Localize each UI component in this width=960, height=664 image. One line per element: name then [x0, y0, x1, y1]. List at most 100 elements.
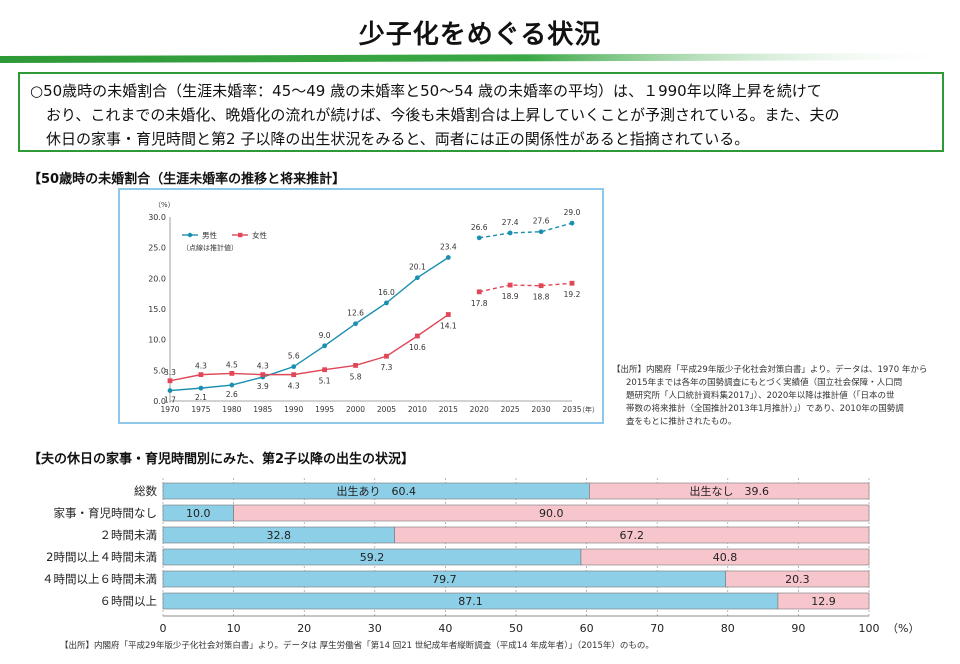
y-tick-label: 20.0 — [148, 274, 166, 283]
data-point — [291, 364, 297, 370]
data-point — [322, 343, 328, 349]
bar-birth-no — [589, 482, 870, 500]
summary-line-1: ○50歳時の未婚割合（生涯未婚率：45～49 歳の未婚率と50～54 歳の未婚率… — [30, 82, 822, 100]
x-tick-label: 0 — [160, 622, 167, 635]
y-tick-label: 5.0 — [153, 366, 166, 375]
x-tick-label: 1975 — [191, 405, 210, 414]
unmarried-rate-chart: 0.0 5.0 10.0 15.0 20.0 25.0 30.0 （%） 1970 1975 198… — [118, 188, 604, 424]
x-tick-label: 1980 — [222, 405, 241, 414]
data-label: 4.5 — [226, 360, 238, 369]
data-point — [353, 321, 358, 327]
x-tick-label: 30 — [368, 622, 382, 635]
data-label: 4.3 — [195, 362, 207, 371]
x-tick-label: 10 — [227, 622, 241, 635]
bar-birth-no — [777, 592, 870, 610]
data-point — [476, 289, 482, 295]
data-label: 14.1 — [440, 322, 457, 331]
x-tick-label: 2010 — [408, 405, 427, 414]
bar-value-label: 79.7 — [432, 573, 457, 586]
data-point — [569, 280, 575, 286]
x-tick-label: 70 — [650, 622, 664, 635]
y-tick-label: 0.0 — [153, 397, 166, 406]
data-point — [414, 333, 420, 339]
bar-birth-no — [233, 504, 870, 522]
data-label: 18.9 — [502, 292, 519, 301]
x-tick-label: 1995 — [315, 405, 334, 414]
summary-line-3: 休日の家事・育児時間と第2 子以降の出生状況をみると、両者には正の関係性があると… — [46, 130, 750, 148]
data-label: 3.9 — [257, 382, 269, 391]
bar-birth-no — [394, 526, 870, 544]
data-label: 5.6 — [288, 352, 300, 361]
data-label: 4.3 — [257, 362, 269, 371]
bar-birth-no — [580, 548, 870, 566]
x-tick-label: 50 — [509, 622, 523, 635]
chart2-source: 【出所】内閣府「平成29年版少子化社会対策白書」より。データは 厚生労働省「第1… — [60, 641, 654, 651]
y-tick-label: 30.0 — [148, 213, 166, 222]
x-tick-label: 2025 — [501, 405, 520, 414]
data-point — [167, 388, 173, 393]
data-point — [229, 382, 235, 388]
data-point — [198, 372, 204, 378]
title-band — [0, 50, 960, 66]
bar-value-label: 87.1 — [458, 595, 483, 608]
x-tick-label: 2000 — [346, 405, 365, 414]
data-point — [445, 255, 451, 260]
data-label: 27.4 — [502, 218, 519, 227]
chart2-heading: 【夫の休日の家事・育児時間別にみた、第2子以降の出生の状況】 — [28, 452, 415, 467]
data-label: 29.0 — [564, 208, 581, 217]
data-label: 20.1 — [409, 263, 426, 272]
chart1-source-line: 題研究所「人口統計資料集2017」）、2020年以降は推計値（「日本の世 — [626, 391, 895, 401]
x-tick-label: 1990 — [284, 405, 303, 414]
bar-value-label: 10.0 — [186, 507, 211, 520]
bar-value-label: 20.3 — [785, 573, 810, 586]
data-point — [507, 230, 513, 236]
category-label: ２時間未満 — [100, 528, 158, 542]
y-tick-label: 25.0 — [148, 244, 166, 253]
x-tick-label: 20 — [297, 622, 311, 635]
bar-value-label: 12.9 — [811, 595, 836, 608]
legend-note: （点線は推計値） — [182, 243, 238, 252]
bar-value-label: 90.0 — [539, 507, 564, 520]
data-label: 2.1 — [195, 393, 207, 402]
data-label: 19.2 — [564, 290, 581, 299]
x-tick-label: 2030 — [532, 405, 551, 414]
x-tick-label: 80 — [721, 622, 735, 635]
data-point — [229, 371, 235, 376]
bar-value-label: 40.8 — [713, 551, 738, 564]
data-label: 4.3 — [288, 382, 300, 391]
x-unit-label: （%） — [887, 622, 919, 635]
data-point — [476, 235, 482, 241]
summary-line-2: おり、これまでの未婚化、晩婚化の流れが続けば、今後も未婚割合は上昇していくことが… — [46, 106, 840, 124]
bar-value-label: 67.2 — [620, 529, 645, 542]
data-point — [384, 300, 389, 306]
birth-status-plot: 0 10 20 30 40 50 60 70 80 90 100 （%） 総数 出生あり 60.4 出生なし… — [42, 478, 919, 635]
category-label: ４時間以上６時間未満 — [42, 572, 157, 586]
bar-value-label: 出生あり 60.4 — [336, 484, 416, 498]
category-label: 総数 — [134, 484, 157, 498]
data-label: 9.0 — [319, 331, 331, 340]
data-point — [507, 282, 513, 288]
x-tick-label: 1970 — [160, 405, 179, 414]
bar-value-label: 32.8 — [267, 529, 292, 542]
data-label: 2.6 — [226, 390, 238, 399]
x-tick-label: 40 — [438, 622, 452, 635]
chart1-source: 【出所】内閣府「平成29年版少子化社会対策白書」より。データは、1970 年から… — [612, 364, 927, 429]
x-tick-label: 100 — [859, 622, 880, 635]
data-point — [198, 385, 204, 391]
data-label: 3.3 — [164, 368, 176, 377]
data-point — [414, 275, 420, 281]
category-label: 家事・育児時間なし — [54, 506, 158, 520]
summary-box: ○50歳時の未婚割合（生涯未婚率：45～49 歳の未婚率と50～54 歳の未婚率… — [18, 72, 944, 152]
data-point — [353, 363, 358, 368]
data-point — [167, 378, 173, 384]
x-tick-label: 90 — [791, 622, 805, 635]
birth-status-chart: 0 10 20 30 40 50 60 70 80 90 100 （%） 総数 出生あり 60.4 出生なし… — [0, 470, 960, 636]
data-point — [538, 229, 544, 235]
data-label: 26.6 — [471, 223, 488, 232]
chart1-heading: 【50歳時の未婚割合（生涯未婚率の推移と将来推計】 — [28, 172, 346, 187]
legend-label-male: 男性 — [202, 230, 217, 240]
page-title: 少子化をめぐる状況 — [358, 20, 602, 50]
chart1-source-line: 【出所】内閣府「平成29年版少子化社会対策白書」より。データは、1970 年から — [612, 365, 928, 375]
data-label: 16.0 — [378, 288, 395, 297]
y-tick-label: 10.0 — [148, 336, 166, 345]
